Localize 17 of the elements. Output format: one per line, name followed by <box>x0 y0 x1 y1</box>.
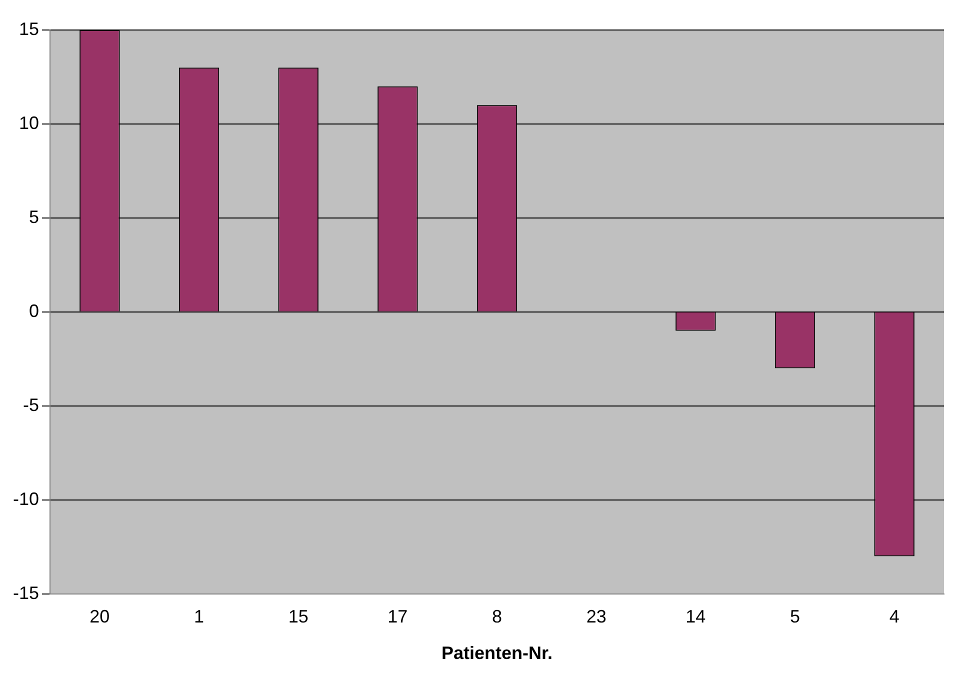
x-tick-label: 1 <box>194 606 204 627</box>
y-tick-label: -15 <box>13 582 40 603</box>
x-tick-label: 14 <box>686 606 706 627</box>
y-tick-label: -10 <box>13 488 40 509</box>
y-tick-label: 5 <box>29 206 40 227</box>
x-axis-title: Patienten-Nr. <box>441 643 553 664</box>
y-tick-label: 10 <box>18 112 40 133</box>
y-tick-label: 15 <box>18 18 40 39</box>
x-tick-label: 17 <box>388 606 408 627</box>
x-tick-label: 15 <box>288 606 308 627</box>
x-tick-label: 4 <box>889 606 900 627</box>
x-tick-label: 5 <box>790 606 800 627</box>
y-tick-label: -5 <box>23 394 40 415</box>
x-tick-label: 20 <box>90 606 110 627</box>
x-tick-label: 8 <box>492 606 502 627</box>
x-tick-label: 23 <box>586 606 606 627</box>
y-tick-label: 0 <box>29 300 40 321</box>
